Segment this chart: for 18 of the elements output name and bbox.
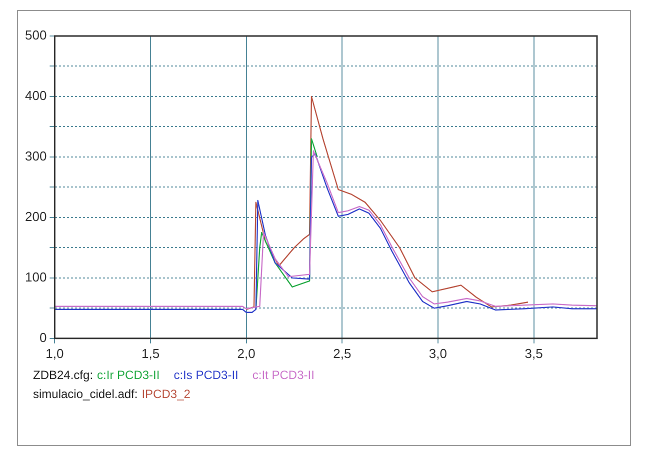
x-tick-label: 3,5: [524, 346, 543, 361]
text: simulacio_cidel.adf:: [33, 387, 138, 401]
text: c:Ir PCD3-II: [97, 368, 160, 382]
x-tick-label: 2,5: [333, 346, 352, 361]
x-tick-label: 2,0: [237, 346, 256, 361]
text: c:Is PCD3-II: [174, 368, 238, 382]
y-tick-label: 200: [24, 209, 47, 224]
text: ZDB24.cfg:: [33, 368, 94, 382]
x-tick-label: 3,0: [428, 346, 447, 361]
y-tick-label: 300: [24, 148, 47, 164]
y-tick-label: 500: [24, 28, 47, 43]
y-tick-label: 0: [39, 330, 47, 345]
y-tick-label: 100: [24, 270, 47, 284]
y-tick-label: 400: [24, 88, 47, 104]
text: c:It PCD3-II: [252, 368, 314, 382]
x-tick-label: 1,0: [46, 346, 64, 361]
text: IPCD3_2: [142, 387, 190, 401]
x-tick-label: 1,5: [141, 346, 160, 361]
